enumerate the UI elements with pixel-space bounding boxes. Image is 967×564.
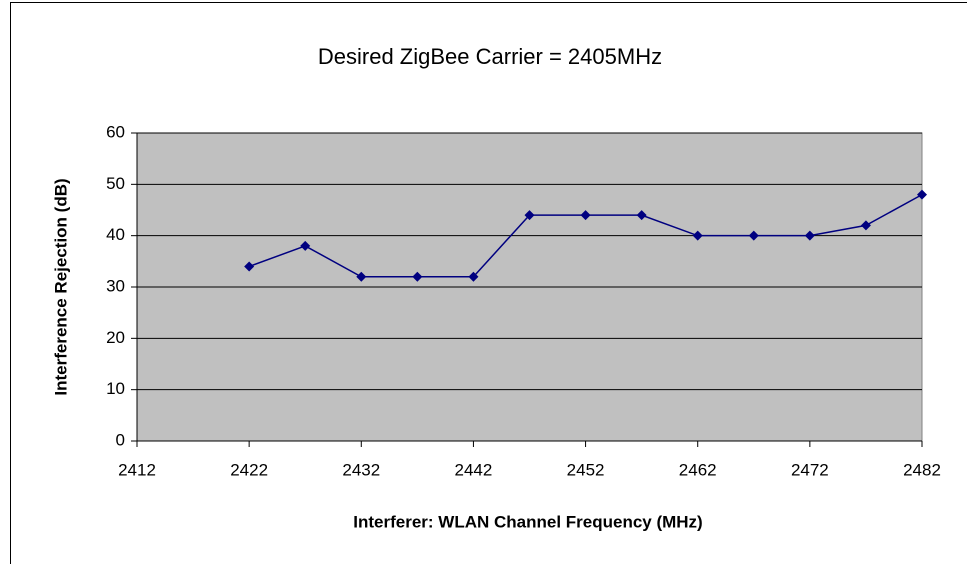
x-tick-label: 2432 — [342, 460, 380, 479]
y-axis-label: Interference Rejection (dB) — [51, 178, 70, 395]
data-point — [524, 210, 535, 221]
data-point — [804, 230, 815, 241]
y-tick-label: 10 — [106, 379, 125, 398]
chart-title: Desired ZigBee Carrier = 2405MHz — [318, 44, 662, 69]
x-tick-label: 2412 — [118, 460, 156, 479]
data-point — [468, 271, 479, 282]
data-point — [917, 189, 927, 200]
x-tick-label: 2422 — [230, 460, 268, 479]
data-point — [748, 230, 759, 241]
data-point — [412, 271, 423, 282]
y-tick-label: 0 — [116, 430, 125, 449]
x-tick-label: 2442 — [455, 460, 493, 479]
x-tick-label: 2462 — [679, 460, 717, 479]
x-tick-label: 2472 — [791, 460, 829, 479]
y-tick-label: 60 — [106, 122, 125, 141]
x-tick-label: 2482 — [903, 460, 941, 479]
y-tick-label: 30 — [106, 276, 125, 295]
data-point — [300, 240, 311, 251]
data-point — [356, 271, 367, 282]
x-axis-label: Interferer: WLAN Channel Frequency (MHz) — [353, 512, 702, 531]
data-point — [636, 210, 647, 221]
y-tick-label: 40 — [106, 225, 125, 244]
data-point — [692, 230, 703, 241]
y-tick-label: 20 — [106, 328, 125, 347]
data-point — [580, 210, 591, 221]
x-tick-label: 2452 — [567, 460, 605, 479]
data-point — [860, 220, 871, 231]
y-tick-label: 50 — [106, 174, 125, 193]
data-point — [244, 261, 255, 272]
